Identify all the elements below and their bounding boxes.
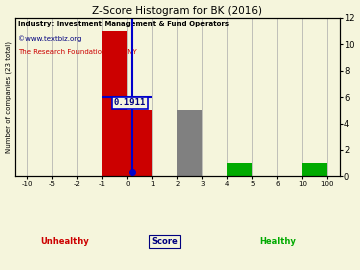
Text: Unhealthy: Unhealthy [40, 237, 89, 246]
Bar [177, 110, 202, 176]
Text: ©www.textbiz.org: ©www.textbiz.org [18, 35, 81, 42]
Bar [302, 163, 327, 176]
Bar [102, 31, 127, 176]
Text: Score: Score [152, 237, 178, 246]
Text: The Research Foundation of SUNY: The Research Foundation of SUNY [18, 49, 137, 55]
Y-axis label: Number of companies (23 total): Number of companies (23 total) [5, 41, 12, 153]
Text: Healthy: Healthy [259, 237, 296, 246]
Text: 0.1911: 0.1911 [113, 98, 146, 107]
Bar [127, 110, 152, 176]
Bar [227, 163, 252, 176]
Title: Z-Score Histogram for BK (2016): Z-Score Histogram for BK (2016) [92, 6, 262, 16]
Text: Industry: Investment Management & Fund Operators: Industry: Investment Management & Fund O… [18, 21, 229, 27]
